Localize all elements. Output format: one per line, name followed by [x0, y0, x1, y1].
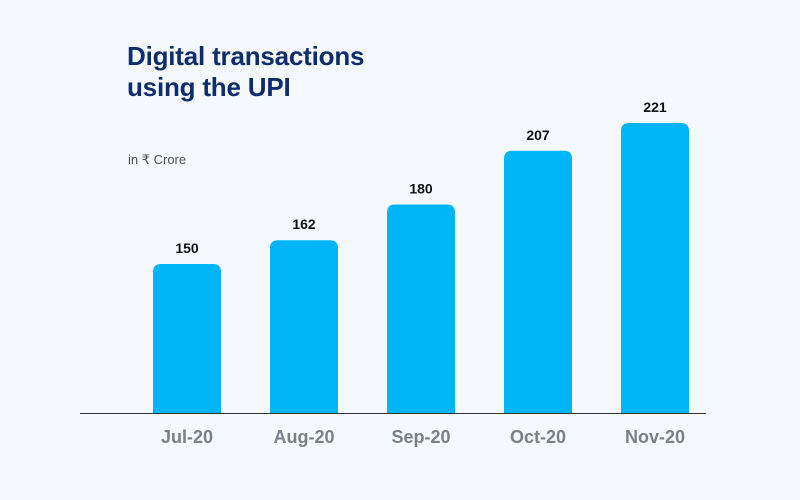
bar-sep-20: [387, 204, 455, 413]
bar-aug-20: [270, 240, 338, 413]
value-label-nov-20: 221: [643, 99, 667, 115]
chart-subtitle: in ₹ Crore: [128, 152, 187, 167]
value-labels-group: 150 162 180 207 221: [175, 99, 667, 256]
value-label-sep-20: 180: [409, 180, 433, 196]
x-tick-label-oct-20: Oct-20: [510, 427, 566, 447]
value-label-oct-20: 207: [526, 127, 550, 143]
value-label-jul-20: 150: [175, 240, 199, 256]
x-tick-label-aug-20: Aug-20: [273, 427, 334, 447]
bar-jul-20: [153, 264, 221, 413]
bar-oct-20: [504, 150, 572, 413]
x-tick-labels-group: Jul-20 Aug-20 Sep-20 Oct-20 Nov-20: [161, 427, 685, 447]
bar-nov-20: [621, 123, 689, 413]
value-label-aug-20: 162: [292, 216, 316, 232]
bars-group: [153, 123, 689, 413]
chart-title: Digital transactions using the UPI: [127, 41, 365, 102]
x-tick-label-jul-20: Jul-20: [161, 427, 213, 447]
x-tick-label-nov-20: Nov-20: [625, 427, 685, 447]
x-tick-label-sep-20: Sep-20: [391, 427, 450, 447]
